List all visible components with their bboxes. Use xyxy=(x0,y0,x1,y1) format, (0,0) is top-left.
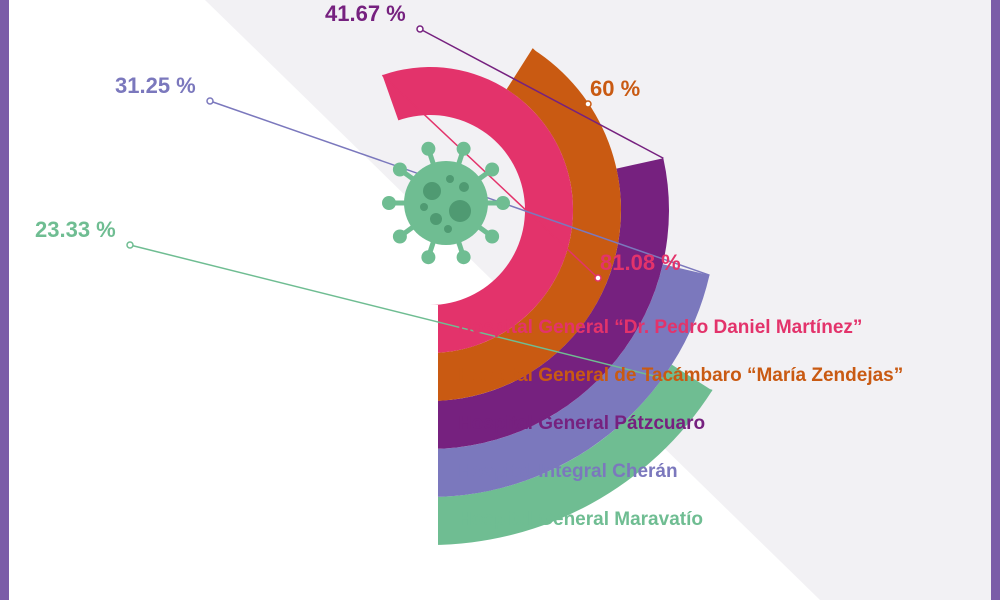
ring-tab-patzcuaro xyxy=(430,401,438,449)
virus-spike-tip xyxy=(496,196,510,210)
ring-bar-maravatio xyxy=(430,364,713,545)
ring-bar-tacambaro xyxy=(430,48,622,401)
virus-spot xyxy=(420,203,428,211)
ring-bar-pedro-daniel xyxy=(382,66,574,354)
virus-spike-tip xyxy=(421,141,436,156)
connector-dot-cheran xyxy=(206,97,214,105)
connector-dot-tacambaro xyxy=(584,100,592,108)
ring-bar-cheran xyxy=(430,264,710,497)
virus-spot xyxy=(430,213,442,225)
value-label-patzcuaro: 41.67 % xyxy=(325,1,406,26)
legend-label-patzcuaro: Hospital General Pátzcuaro xyxy=(458,413,706,434)
ring-tab-maravatio xyxy=(430,497,438,545)
right-frame-bar xyxy=(991,0,1000,600)
virus-body xyxy=(404,161,488,245)
connector-dot-pedro-daniel xyxy=(594,274,602,282)
ring-tab-pedro-daniel xyxy=(430,305,438,353)
connector-maravatio xyxy=(129,244,713,392)
legend-label-tacambaro: Hospital General de Tacámbaro “María Zen… xyxy=(458,365,904,386)
virus-spike-tip xyxy=(485,229,500,244)
ring-tab-cheran xyxy=(430,449,438,497)
virus-spike-tip xyxy=(392,162,407,177)
legend-label-maravatio: Hospital General Maravatío xyxy=(458,509,703,530)
label-connectors xyxy=(126,25,713,392)
legend-label-pedro-daniel: Hospital General “Dr. Pedro Daniel Martí… xyxy=(458,317,863,338)
virus-spike-tip xyxy=(456,141,471,156)
connector-dot-patzcuaro xyxy=(416,25,424,33)
chart-rings xyxy=(382,48,713,545)
virus-spot xyxy=(459,182,469,192)
connector-pedro-daniel xyxy=(381,74,599,279)
virus-spot xyxy=(444,225,452,233)
value-label-pedro-daniel: 81.08 % xyxy=(600,250,681,275)
left-frame-bar xyxy=(0,0,9,600)
virus-spike-tip xyxy=(392,229,407,244)
connector-tacambaro xyxy=(531,48,589,105)
virus-spike-tip xyxy=(421,250,436,265)
legend-label-cheran: Hospital Integral Cherán xyxy=(458,461,678,482)
connector-patzcuaro xyxy=(419,28,664,159)
virus-spike-tip xyxy=(456,250,471,265)
virus-spot xyxy=(423,182,441,200)
virus-spot xyxy=(449,200,471,222)
connector-dot-maravatio xyxy=(126,241,134,249)
ring-bar-patzcuaro xyxy=(430,158,669,449)
virus-spike-tip xyxy=(485,162,500,177)
value-label-maravatio: 23.33 % xyxy=(35,217,116,242)
virus-icon xyxy=(382,141,510,265)
value-label-tacambaro: 60 % xyxy=(590,76,641,101)
virus-spot xyxy=(446,175,454,183)
value-label-cheran: 31.25 % xyxy=(115,73,196,98)
ring-tab-tacambaro xyxy=(430,353,438,401)
virus-spike-tip xyxy=(382,196,396,210)
